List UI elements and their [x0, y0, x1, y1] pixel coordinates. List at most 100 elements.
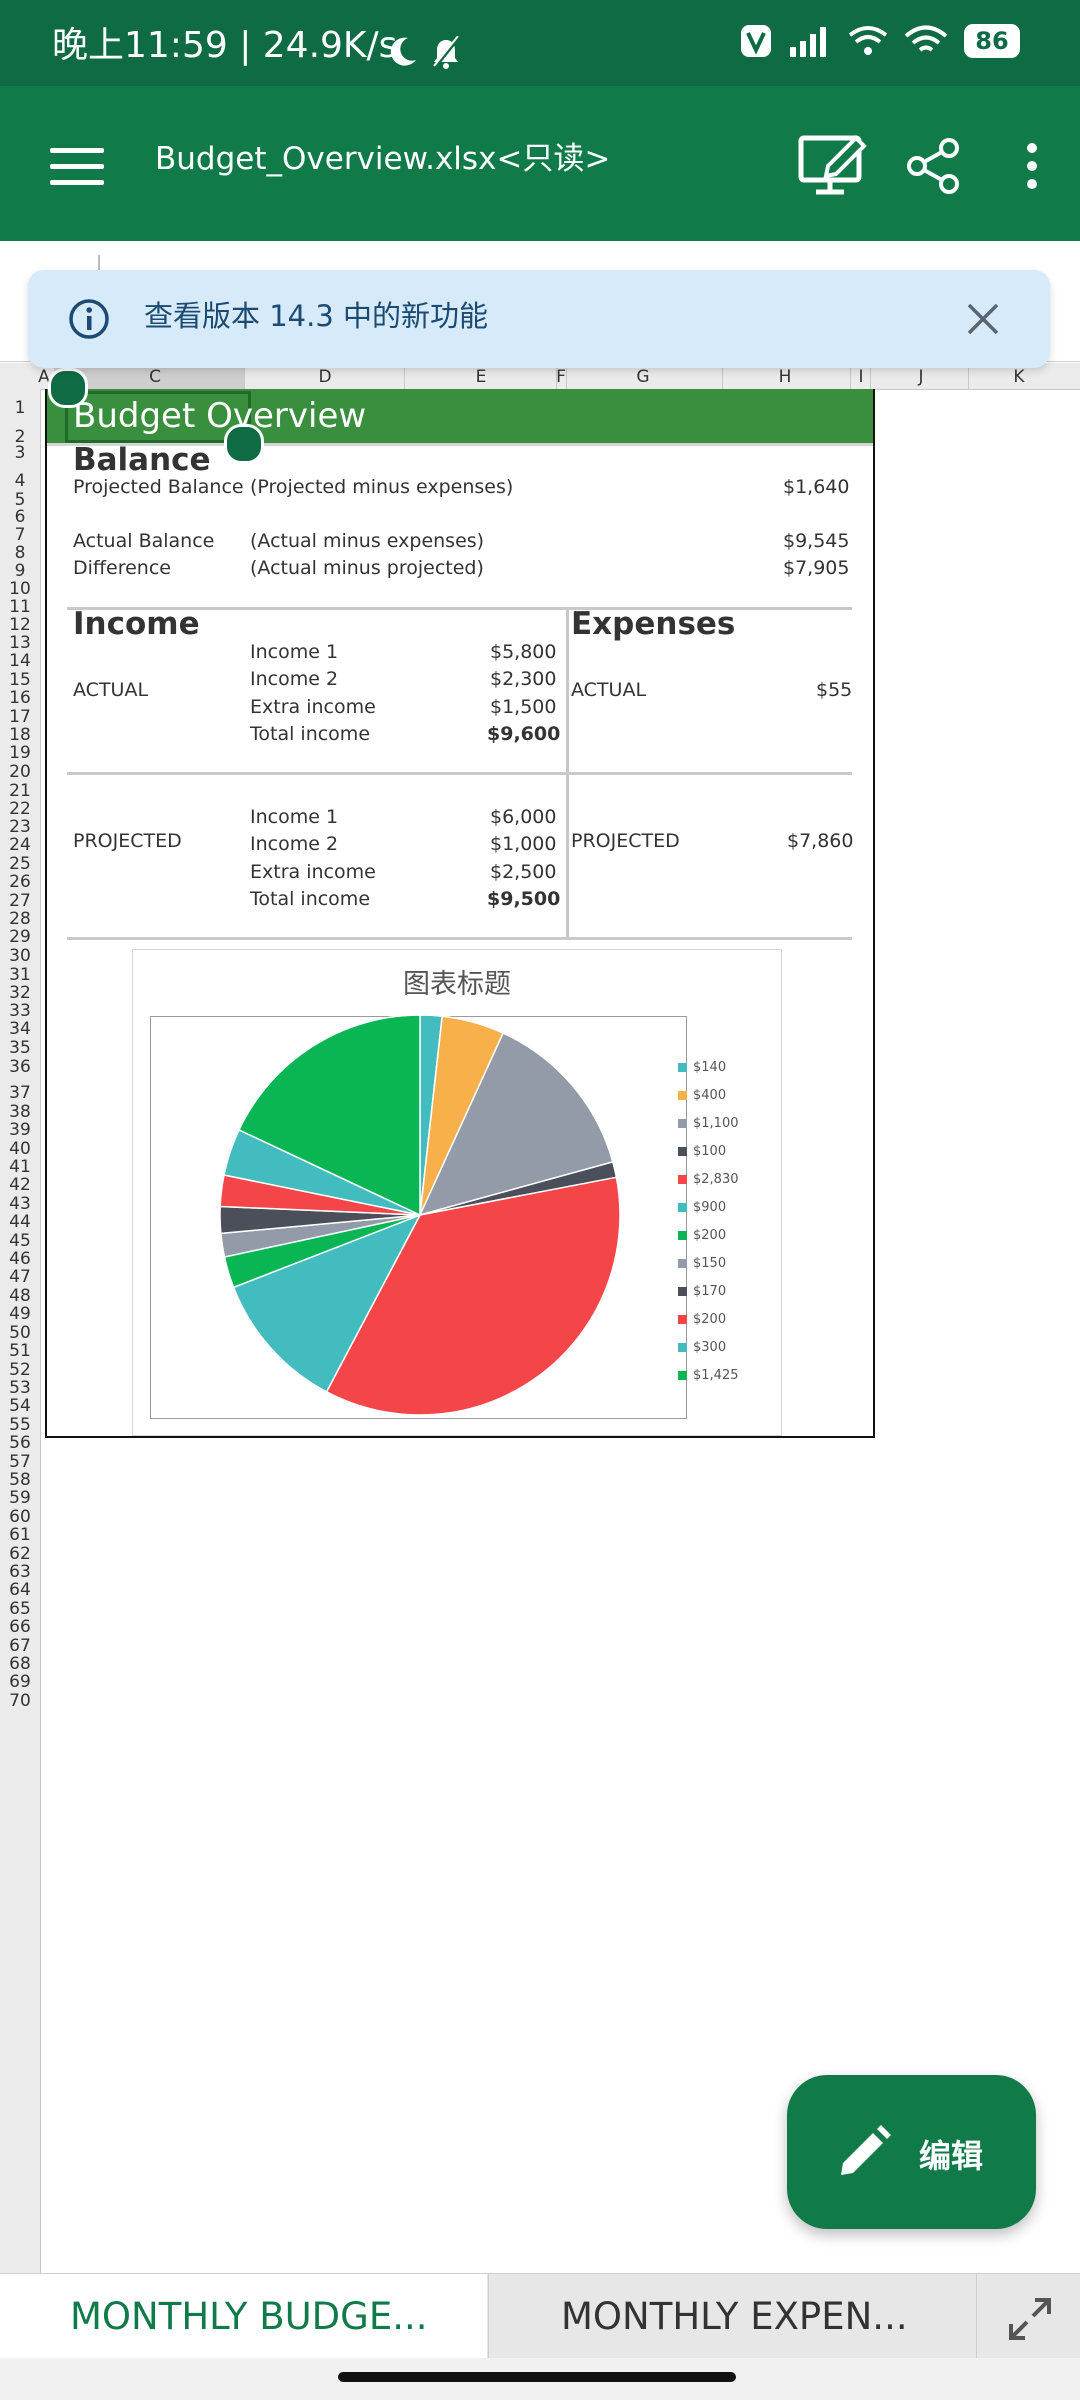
row-number[interactable]: 26 — [9, 872, 31, 892]
row-number[interactable]: 54 — [9, 1396, 31, 1416]
pie-slice[interactable] — [238, 1014, 421, 1217]
row-number[interactable]: 49 — [9, 1304, 31, 1324]
column-header-g[interactable]: G — [636, 367, 650, 387]
row-number[interactable]: 47 — [9, 1267, 31, 1287]
expand-tabs-button[interactable] — [976, 2274, 1080, 2359]
row-number[interactable]: 60 — [9, 1507, 31, 1527]
row-number[interactable]: 27 — [9, 891, 31, 911]
column-header-k[interactable]: K — [1013, 367, 1025, 387]
column-header-i[interactable]: I — [858, 367, 864, 387]
share-icon[interactable] — [906, 138, 960, 194]
column-header-h[interactable]: H — [778, 367, 792, 387]
column-header-d[interactable]: D — [318, 367, 332, 387]
row-number[interactable]: 30 — [9, 946, 31, 966]
row-number[interactable]: 63 — [9, 1562, 31, 1582]
row-number[interactable]: 52 — [9, 1360, 31, 1380]
row-number[interactable]: 48 — [9, 1286, 31, 1306]
column-header-e[interactable]: E — [475, 367, 487, 387]
tab-monthly-budget[interactable]: MONTHLY BUDGE... — [0, 2274, 487, 2359]
row-number[interactable]: 4 — [14, 471, 26, 491]
column-header-a[interactable]: A — [38, 367, 50, 387]
row-number[interactable]: 25 — [9, 854, 31, 874]
row-number[interactable]: 2 — [14, 427, 26, 447]
row-number[interactable]: 15 — [9, 670, 31, 690]
row-number[interactable]: 18 — [9, 725, 31, 745]
row-number[interactable]: 44 — [9, 1212, 31, 1232]
row-number[interactable]: 9 — [14, 561, 26, 581]
pie-slice[interactable] — [232, 1213, 422, 1393]
row-number[interactable]: 34 — [9, 1019, 31, 1039]
row-number[interactable]: 16 — [9, 688, 31, 708]
column-header-j[interactable]: J — [918, 367, 924, 387]
row-number[interactable]: 66 — [9, 1617, 31, 1637]
row-number[interactable]: 1 — [14, 398, 26, 418]
row-number[interactable]: 43 — [9, 1194, 31, 1214]
home-indicator[interactable] — [338, 2372, 736, 2382]
row-number[interactable]: 23 — [9, 817, 31, 837]
row-number[interactable]: 38 — [9, 1102, 31, 1122]
menu-icon[interactable] — [50, 146, 104, 186]
row-number[interactable]: 70 — [9, 1691, 31, 1711]
more-options-icon[interactable] — [1022, 142, 1042, 190]
pie-slice[interactable] — [325, 1176, 621, 1416]
row-number[interactable]: 59 — [9, 1488, 31, 1508]
column-header-c[interactable]: C — [149, 367, 161, 387]
present-edit-icon[interactable] — [798, 132, 868, 196]
row-number[interactable]: 45 — [9, 1231, 31, 1251]
row-number[interactable]: 37 — [9, 1083, 31, 1103]
row-number[interactable]: 19 — [9, 743, 31, 763]
close-icon[interactable] — [966, 302, 1000, 336]
tab-monthly-expenses[interactable]: MONTHLY EXPEN... — [488, 2274, 976, 2359]
selection-handle-start[interactable] — [48, 368, 88, 408]
row-number[interactable]: 11 — [9, 597, 31, 617]
row-number[interactable]: 41 — [9, 1157, 31, 1177]
row-number[interactable]: 33 — [9, 1001, 31, 1021]
row-number[interactable]: 61 — [9, 1525, 31, 1545]
row-number[interactable]: 53 — [9, 1378, 31, 1398]
spreadsheet-content[interactable]: Budget Overview Balance Projected Balanc… — [45, 389, 875, 1438]
row-number[interactable]: 10 — [9, 579, 31, 599]
row-number[interactable]: 57 — [9, 1452, 31, 1472]
pie-chart[interactable]: 图表标题 $140 $400 $1,100 $100 $2,830 $900 $200 $15… — [132, 949, 782, 1436]
row-number[interactable]: 46 — [9, 1249, 31, 1269]
row-number[interactable]: 56 — [9, 1433, 31, 1453]
row-number[interactable]: 13 — [9, 633, 31, 653]
row-number[interactable]: 21 — [9, 781, 31, 801]
row-number[interactable]: 35 — [9, 1038, 31, 1058]
row-number[interactable]: 8 — [14, 543, 26, 563]
whats-new-banner[interactable]: 查看版本 14.3 中的新功能 — [28, 270, 1050, 368]
row-number[interactable]: 55 — [9, 1415, 31, 1435]
row-number[interactable]: 62 — [9, 1544, 31, 1564]
row-number[interactable]: 68 — [9, 1654, 31, 1674]
pie-slice[interactable] — [418, 1032, 614, 1217]
row-number[interactable]: 51 — [9, 1341, 31, 1361]
row-number[interactable]: 36 — [9, 1057, 31, 1077]
selection-handle-end[interactable] — [224, 424, 264, 464]
row-number[interactable]: 69 — [9, 1672, 31, 1692]
row-number[interactable]: 58 — [9, 1470, 31, 1490]
row-number[interactable]: 32 — [9, 983, 31, 1003]
row-number[interactable]: 5 — [14, 490, 26, 510]
edit-button[interactable]: 编辑 — [787, 2075, 1036, 2229]
row-number[interactable]: 40 — [9, 1139, 31, 1159]
row-number[interactable]: 20 — [9, 762, 31, 782]
row-number[interactable]: 28 — [9, 909, 31, 929]
row-number[interactable]: 6 — [14, 507, 26, 527]
row-number[interactable]: 50 — [9, 1323, 31, 1343]
row-number[interactable]: 14 — [9, 651, 31, 671]
row-number[interactable]: 3 — [14, 443, 26, 463]
row-number[interactable]: 42 — [9, 1175, 31, 1195]
row-number[interactable]: 39 — [9, 1120, 31, 1140]
row-number[interactable]: 22 — [9, 799, 31, 819]
column-header-f[interactable]: F — [556, 367, 566, 387]
row-number[interactable]: 24 — [9, 835, 31, 855]
row-number[interactable]: 17 — [9, 707, 31, 727]
row-number[interactable]: 12 — [9, 615, 31, 635]
row-number[interactable]: 65 — [9, 1599, 31, 1619]
row-number[interactable]: 7 — [14, 525, 26, 545]
row-number[interactable]: 67 — [9, 1636, 31, 1656]
selected-cell[interactable] — [65, 391, 251, 443]
row-number[interactable]: 64 — [9, 1580, 31, 1600]
row-number[interactable]: 31 — [9, 965, 31, 985]
row-number[interactable]: 29 — [9, 927, 31, 947]
